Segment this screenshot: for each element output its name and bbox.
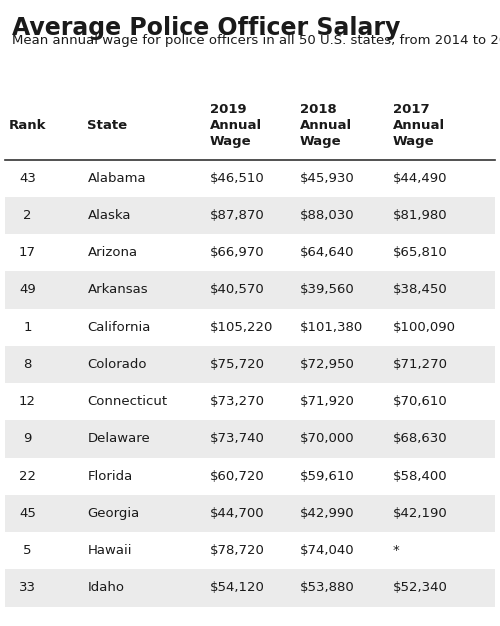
Text: Idaho: Idaho [88, 582, 124, 595]
Text: $105,220: $105,220 [210, 321, 274, 334]
Text: $74,040: $74,040 [300, 544, 354, 557]
Text: $88,030: $88,030 [300, 209, 354, 222]
Text: $101,380: $101,380 [300, 321, 363, 334]
Text: $66,970: $66,970 [210, 246, 264, 259]
FancyBboxPatch shape [5, 421, 495, 458]
Text: Connecticut: Connecticut [88, 395, 168, 408]
Text: $42,990: $42,990 [300, 507, 354, 520]
Text: Florida: Florida [88, 470, 133, 483]
Text: Delaware: Delaware [88, 433, 150, 446]
Text: $38,450: $38,450 [392, 284, 448, 297]
Text: 45: 45 [19, 507, 36, 520]
Text: 2: 2 [23, 209, 32, 222]
Text: $44,490: $44,490 [392, 172, 447, 185]
Text: $45,930: $45,930 [300, 172, 355, 185]
Text: $71,920: $71,920 [300, 395, 355, 408]
FancyBboxPatch shape [5, 197, 495, 234]
Text: $42,190: $42,190 [392, 507, 448, 520]
Text: $54,120: $54,120 [210, 582, 265, 595]
Text: Colorado: Colorado [88, 358, 147, 371]
Text: $70,610: $70,610 [392, 395, 448, 408]
Text: $73,740: $73,740 [210, 433, 265, 446]
Text: $100,090: $100,090 [392, 321, 456, 334]
Text: *: * [392, 544, 399, 557]
Text: Georgia: Georgia [88, 507, 140, 520]
Text: Hawaii: Hawaii [88, 544, 132, 557]
Text: $68,630: $68,630 [392, 433, 447, 446]
Text: $53,880: $53,880 [300, 582, 355, 595]
Text: 49: 49 [19, 284, 36, 297]
Text: 5: 5 [23, 544, 32, 557]
FancyBboxPatch shape [5, 271, 495, 309]
Text: $44,700: $44,700 [210, 507, 264, 520]
Text: $81,980: $81,980 [392, 209, 447, 222]
Text: $46,510: $46,510 [210, 172, 265, 185]
Text: $52,340: $52,340 [392, 582, 448, 595]
FancyBboxPatch shape [5, 346, 495, 383]
Text: Alabama: Alabama [88, 172, 146, 185]
Text: 43: 43 [19, 172, 36, 185]
Text: 1: 1 [23, 321, 32, 334]
Text: 12: 12 [19, 395, 36, 408]
Text: $60,720: $60,720 [210, 470, 265, 483]
Text: $59,610: $59,610 [300, 470, 355, 483]
Text: $71,270: $71,270 [392, 358, 448, 371]
Text: $64,640: $64,640 [300, 246, 354, 259]
FancyBboxPatch shape [5, 570, 495, 607]
Text: Mean annual wage for police officers in all 50 U.S. states, from 2014 to 2019: Mean annual wage for police officers in … [12, 34, 500, 48]
Text: 17: 17 [19, 246, 36, 259]
Text: Arizona: Arizona [88, 246, 138, 259]
Text: Arkansas: Arkansas [88, 284, 148, 297]
Text: State: State [88, 119, 128, 131]
Text: $87,870: $87,870 [210, 209, 265, 222]
FancyBboxPatch shape [5, 495, 495, 532]
Text: 2017
Annual
Wage: 2017 Annual Wage [392, 103, 444, 148]
Text: 2018
Annual
Wage: 2018 Annual Wage [300, 103, 352, 148]
Text: $73,270: $73,270 [210, 395, 265, 408]
Text: $72,950: $72,950 [300, 358, 355, 371]
Text: 22: 22 [19, 470, 36, 483]
Text: 2019
Annual
Wage: 2019 Annual Wage [210, 103, 262, 148]
Text: 33: 33 [19, 582, 36, 595]
Text: Rank: Rank [9, 119, 46, 131]
Text: $39,560: $39,560 [300, 284, 355, 297]
Text: Average Police Officer Salary: Average Police Officer Salary [12, 16, 401, 39]
Text: $58,400: $58,400 [392, 470, 447, 483]
Text: $75,720: $75,720 [210, 358, 265, 371]
Text: California: California [88, 321, 151, 334]
Text: Alaska: Alaska [88, 209, 131, 222]
Text: $78,720: $78,720 [210, 544, 265, 557]
Text: $65,810: $65,810 [392, 246, 448, 259]
Text: 9: 9 [24, 433, 32, 446]
Text: $70,000: $70,000 [300, 433, 354, 446]
Text: 8: 8 [24, 358, 32, 371]
Text: $40,570: $40,570 [210, 284, 265, 297]
